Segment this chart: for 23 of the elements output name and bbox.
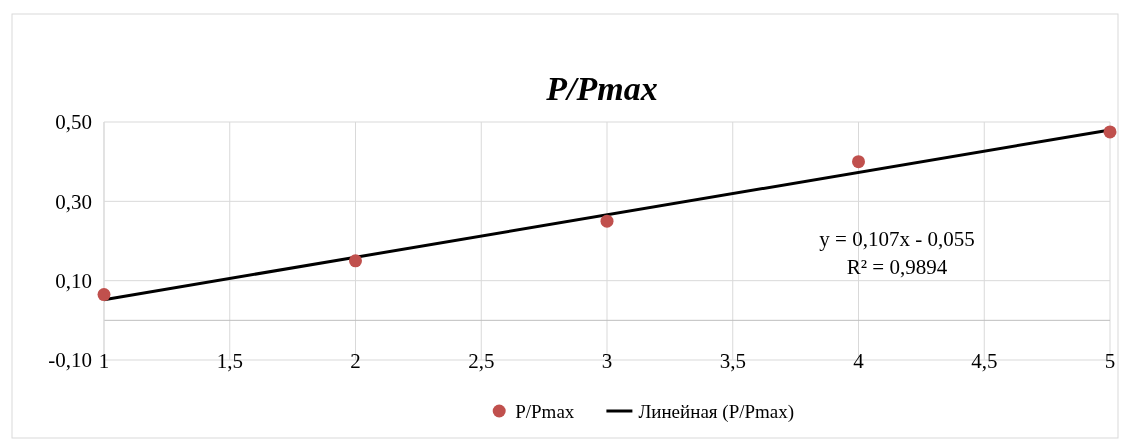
y-tick-label: 0,10 bbox=[55, 269, 92, 294]
point bbox=[600, 214, 614, 228]
y-tick-label: -0,10 bbox=[48, 348, 92, 373]
annotation: y = 0,107x - 0,055 bbox=[819, 227, 975, 251]
x-tick-label: 5 bbox=[1104, 349, 1116, 373]
chart-title: P/Pmax bbox=[545, 70, 658, 107]
x-tick-label: 2,5 bbox=[468, 349, 495, 373]
x-tick-label: 3,5 bbox=[719, 349, 746, 373]
legend-label: Линейная (P/Pmax) bbox=[638, 400, 795, 423]
point bbox=[349, 254, 362, 268]
x-tick-label: 1,5 bbox=[216, 349, 243, 373]
x-tick-label: 4 bbox=[853, 349, 865, 373]
y-tick-label: 0,30 bbox=[55, 189, 92, 214]
x-tick-label: 2 bbox=[350, 349, 361, 373]
legend-label: P/Pmax bbox=[515, 400, 575, 422]
point bbox=[852, 155, 865, 169]
x-tick-label: 1 bbox=[98, 349, 110, 373]
point bbox=[1103, 125, 1117, 139]
annotation: R² = 0,9894 bbox=[846, 255, 948, 279]
x-tick-label: 3 bbox=[601, 349, 613, 373]
point bbox=[97, 288, 111, 302]
y-tick-label: 0,50 bbox=[55, 110, 92, 135]
x-tick-label: 4,5 bbox=[971, 349, 998, 373]
